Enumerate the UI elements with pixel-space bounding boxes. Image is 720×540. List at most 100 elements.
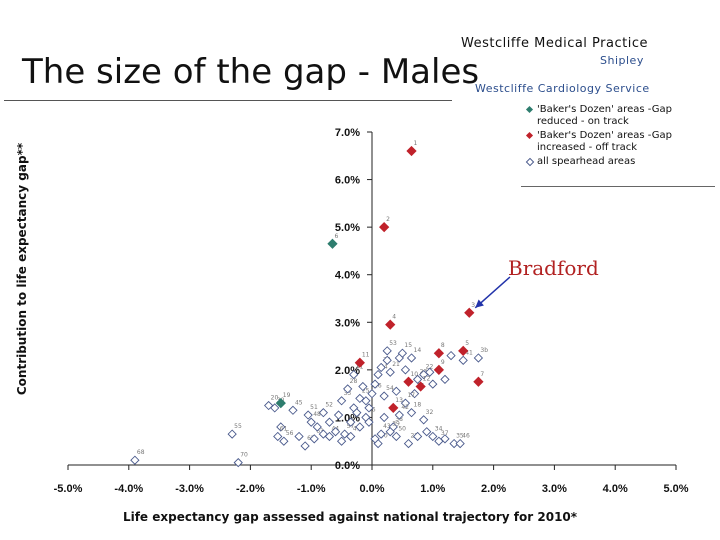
spearhead-point (300, 441, 310, 451)
spearhead-point (361, 396, 371, 406)
point-label: 5 (465, 340, 469, 347)
point-label: 1 (414, 140, 418, 147)
spearhead-point (403, 438, 414, 449)
y-tick-label: 7.0% (335, 127, 360, 139)
off-track-point (433, 364, 445, 375)
spearhead-point (367, 389, 377, 399)
off-track-point (433, 348, 445, 359)
spearhead-point (397, 348, 408, 358)
spearhead-point (333, 410, 344, 420)
spearhead-point (358, 381, 368, 392)
x-tick-label: -4.0% (114, 483, 143, 495)
diamond-icon (525, 131, 534, 140)
point-label: 18 (414, 402, 422, 409)
on-track-point (275, 398, 286, 409)
point-label: 2 (386, 216, 390, 223)
point-label: 55 (234, 423, 242, 430)
point-label: 37 (441, 430, 449, 437)
spearhead-point (373, 369, 383, 380)
point-label: 52 (325, 402, 333, 409)
spearhead-point (330, 427, 341, 437)
point-label: 20 (271, 395, 279, 402)
spearhead-point (385, 367, 395, 377)
spearhead-point (446, 350, 456, 361)
point-label: 26 (374, 383, 382, 390)
spearhead-point (394, 410, 404, 420)
point-label: 56 (286, 430, 294, 437)
spearhead-point (379, 391, 389, 401)
spearhead-point (425, 367, 435, 377)
spearhead-point (324, 431, 335, 442)
spearhead-point (306, 417, 316, 427)
spearhead-point (364, 417, 374, 427)
x-tick-label: 5.0% (663, 483, 688, 495)
chart-title: The size of the gap - Males (22, 52, 480, 92)
point-label: 48 (313, 411, 321, 418)
point-label: 28 (350, 378, 358, 385)
spearhead-point (400, 365, 411, 375)
y-tick-label: 3.0% (335, 317, 360, 329)
x-tick-label: 1.0% (420, 483, 445, 495)
point-label: 39 (392, 421, 400, 428)
x-tick-label: -1.0% (297, 483, 326, 495)
spearhead-point (419, 415, 429, 425)
x-tick-label: 0.0% (359, 483, 384, 495)
spearhead-point (346, 431, 356, 442)
spearhead-point (288, 405, 298, 415)
off-track-point (464, 307, 475, 318)
off-track-point (354, 357, 365, 368)
spearhead-point (406, 353, 417, 363)
callout-label: Bradford (508, 256, 599, 280)
off-track-point (415, 381, 426, 392)
point-label: 22 (426, 364, 434, 371)
spearhead-point (294, 431, 304, 442)
point-label: 50 (398, 425, 406, 432)
spearhead-point (303, 410, 313, 420)
spearhead-point (349, 369, 359, 380)
spearhead-point (473, 353, 484, 363)
hollow-diamond-icon (525, 157, 535, 167)
spearhead-point (364, 403, 374, 413)
point-label: 46 (462, 433, 470, 440)
spearhead-point (318, 408, 328, 418)
arrow-head-icon (475, 299, 484, 308)
x-tick-label: -2.0% (236, 483, 265, 495)
point-label: 11 (362, 352, 370, 359)
point-label: 35 (456, 433, 464, 440)
spearhead-point (276, 422, 286, 432)
off-track-point (385, 319, 396, 330)
spearhead-point (336, 396, 347, 406)
point-label: 21 (392, 361, 400, 368)
point-label: 45 (295, 399, 303, 406)
spearhead-point (440, 434, 450, 444)
spearhead-point (227, 429, 237, 439)
point-label: 42 (401, 404, 409, 411)
title-divider (4, 100, 452, 101)
spearhead-point (449, 438, 459, 449)
point-label: 9 (441, 359, 445, 366)
x-tick-label: 2.0% (481, 483, 506, 495)
spearhead-point (370, 434, 380, 444)
x-tick-label: -5.0% (54, 483, 83, 495)
x-tick-label: -3.0% (175, 483, 204, 495)
point-label: 8 (441, 342, 445, 349)
spearhead-point (455, 438, 465, 449)
point-label: 7 (480, 371, 484, 378)
legend-label: all spearhead areas (537, 156, 636, 167)
spearhead-point (279, 436, 289, 446)
spearhead-point (440, 374, 450, 385)
spearhead-point (400, 398, 411, 408)
off-track-point (458, 345, 469, 356)
spearhead-point (352, 408, 362, 418)
point-label: 4 (392, 314, 396, 321)
x-tick-label: 3.0% (542, 483, 567, 495)
point-label: 19 (283, 392, 291, 399)
spearhead-point (391, 386, 401, 396)
spearhead-point (343, 384, 353, 394)
point-label: 15 (404, 342, 412, 349)
point-label: 13 (395, 397, 403, 404)
point-label: 17 (407, 392, 415, 399)
point-label: 34 (435, 425, 443, 432)
spearhead-point (370, 379, 380, 389)
off-track-point (406, 145, 417, 157)
